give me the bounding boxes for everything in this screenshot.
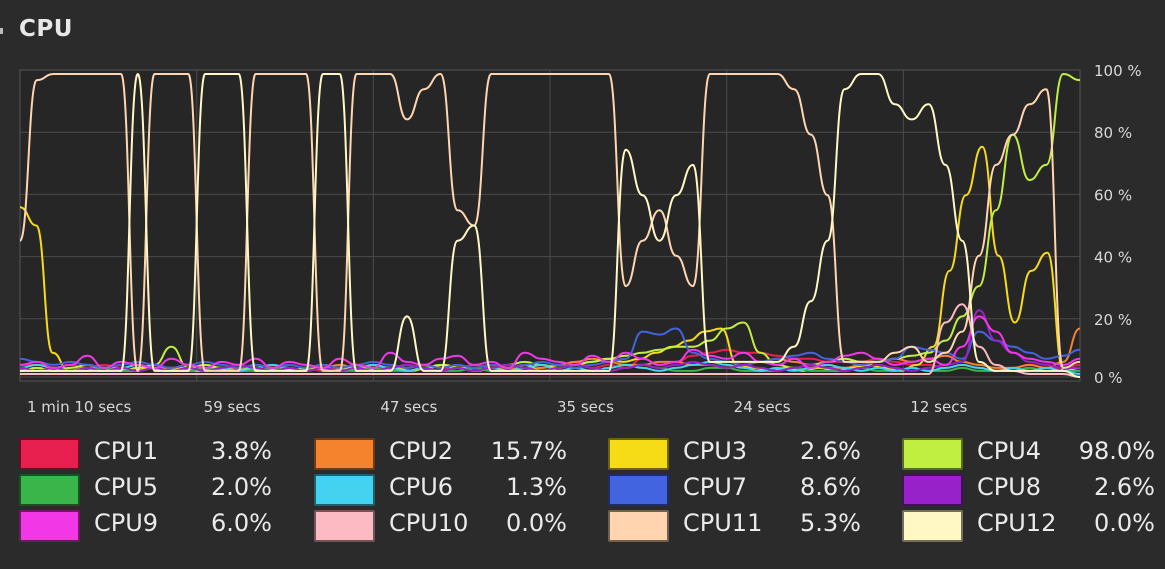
cpu-history-chart: 100 % 80 % 60 % 40 % 20 % 0 % 1 min 10 secs 59 … <box>19 62 1142 416</box>
y-tick-label: 20 % <box>1094 311 1132 329</box>
legend-value: 2.6% <box>800 437 861 465</box>
legend-label: CPU9 <box>94 509 159 537</box>
legend-value: 0.0% <box>1094 509 1155 537</box>
legend-item-cpu7[interactable]: CPU7 8.6% <box>608 472 861 506</box>
legend-value: 1.3% <box>506 473 567 501</box>
collapse-arrow-icon[interactable] <box>0 28 3 34</box>
legend-item-cpu12[interactable]: CPU12 0.0% <box>902 508 1155 542</box>
legend-item-cpu10[interactable]: CPU10 0.0% <box>314 508 567 542</box>
legend-label: CPU3 <box>683 437 748 465</box>
y-tick-label: 100 % <box>1094 62 1142 80</box>
legend-value: 3.8% <box>211 437 272 465</box>
y-tick-label: 60 % <box>1094 186 1132 204</box>
legend-value: 2.0% <box>211 473 272 501</box>
legend-item-cpu11[interactable]: CPU11 5.3% <box>608 508 861 542</box>
legend-item-cpu2[interactable]: CPU2 15.7% <box>314 436 567 470</box>
series-line-cpu10 <box>19 303 1081 378</box>
legend-item-cpu4[interactable]: CPU4 98.0% <box>902 436 1155 470</box>
series-line-cpu12 <box>20 73 1081 378</box>
legend-item-cpu8[interactable]: CPU8 2.6% <box>902 472 1155 506</box>
series-line-cpu9 <box>19 315 1081 369</box>
legend-label: CPU6 <box>389 473 454 501</box>
color-swatch[interactable] <box>902 438 963 470</box>
color-swatch[interactable] <box>902 510 963 542</box>
color-swatch[interactable] <box>608 474 669 506</box>
color-swatch[interactable] <box>314 474 375 506</box>
x-tick-label: 24 secs <box>734 398 791 416</box>
chart-axes: 100 % 80 % 60 % 40 % 20 % 0 % 1 min 10 secs 59 … <box>27 62 1142 416</box>
legend-label: CPU12 <box>977 509 1057 537</box>
chart-grid <box>19 69 1081 382</box>
series-line-cpu11 <box>19 73 1081 372</box>
legend-label: CPU10 <box>389 509 469 537</box>
legend-value: 2.6% <box>1094 473 1155 501</box>
legend-value: 5.3% <box>800 509 861 537</box>
legend-item-cpu5[interactable]: CPU5 2.0% <box>19 472 272 506</box>
legend-item-cpu3[interactable]: CPU3 2.6% <box>608 436 861 470</box>
color-swatch[interactable] <box>19 510 80 542</box>
legend-item-cpu9[interactable]: CPU9 6.0% <box>19 508 272 542</box>
x-tick-label: 59 secs <box>204 398 261 416</box>
legend-label: CPU1 <box>94 437 159 465</box>
section-title: CPU <box>19 16 73 42</box>
x-tick-label: 12 secs <box>910 398 967 416</box>
series-line-cpu7 <box>19 327 1081 369</box>
y-tick-label: 80 % <box>1094 124 1132 142</box>
legend-label: CPU8 <box>977 473 1042 501</box>
cpu-legend: CPU1 3.8% CPU2 15.7% CPU3 2.6% CPU4 98.0% CPU5 2.… <box>0 436 1165 546</box>
legend-value: 0.0% <box>506 509 567 537</box>
color-swatch[interactable] <box>314 510 375 542</box>
color-swatch[interactable] <box>19 474 80 506</box>
legend-label: CPU2 <box>389 437 454 465</box>
legend-label: CPU5 <box>94 473 159 501</box>
x-tick-label: 35 secs <box>557 398 614 416</box>
legend-item-cpu1[interactable]: CPU1 3.8% <box>19 436 272 470</box>
plot-frame <box>19 69 1081 382</box>
y-tick-label: 40 % <box>1094 249 1132 267</box>
legend-value: 15.7% <box>490 437 567 465</box>
y-tick-label: 0 % <box>1094 369 1123 387</box>
color-swatch[interactable] <box>19 438 80 470</box>
legend-value: 8.6% <box>800 473 861 501</box>
color-swatch[interactable] <box>902 474 963 506</box>
color-swatch[interactable] <box>314 438 375 470</box>
color-swatch[interactable] <box>608 438 669 470</box>
legend-item-cpu6[interactable]: CPU6 1.3% <box>314 472 567 506</box>
legend-label: CPU7 <box>683 473 748 501</box>
series-line-cpu8 <box>19 309 1080 372</box>
legend-label: CPU11 <box>683 509 763 537</box>
color-swatch[interactable] <box>608 510 669 542</box>
legend-label: CPU4 <box>977 437 1042 465</box>
chart-series <box>19 73 1081 378</box>
legend-value: 98.0% <box>1078 437 1155 465</box>
x-tick-label: 1 min 10 secs <box>27 398 132 416</box>
x-tick-label: 47 secs <box>380 398 437 416</box>
legend-value: 6.0% <box>211 509 272 537</box>
